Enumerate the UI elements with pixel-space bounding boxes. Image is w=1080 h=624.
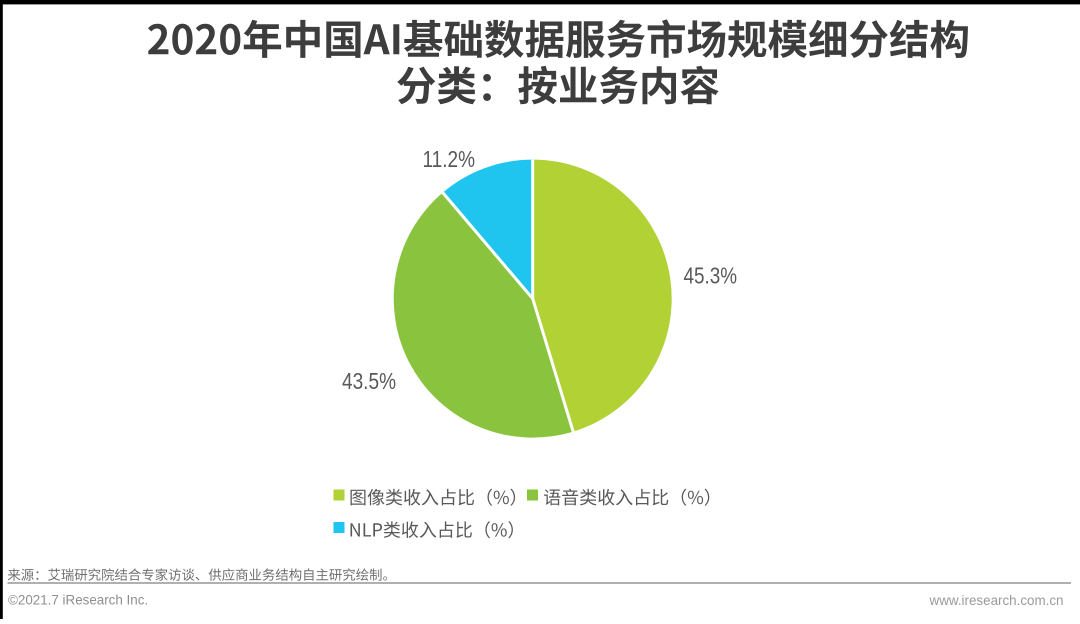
svg-text:45.3%: 45.3% [684,262,738,288]
svg-text:©2021.7 iResearch Inc.: ©2021.7 iResearch Inc. [8,593,148,608]
svg-text:www.iresearch.com.cn: www.iresearch.com.cn [929,593,1064,608]
svg-text:11.2%: 11.2% [423,146,476,172]
svg-text:43.5%: 43.5% [342,368,396,394]
